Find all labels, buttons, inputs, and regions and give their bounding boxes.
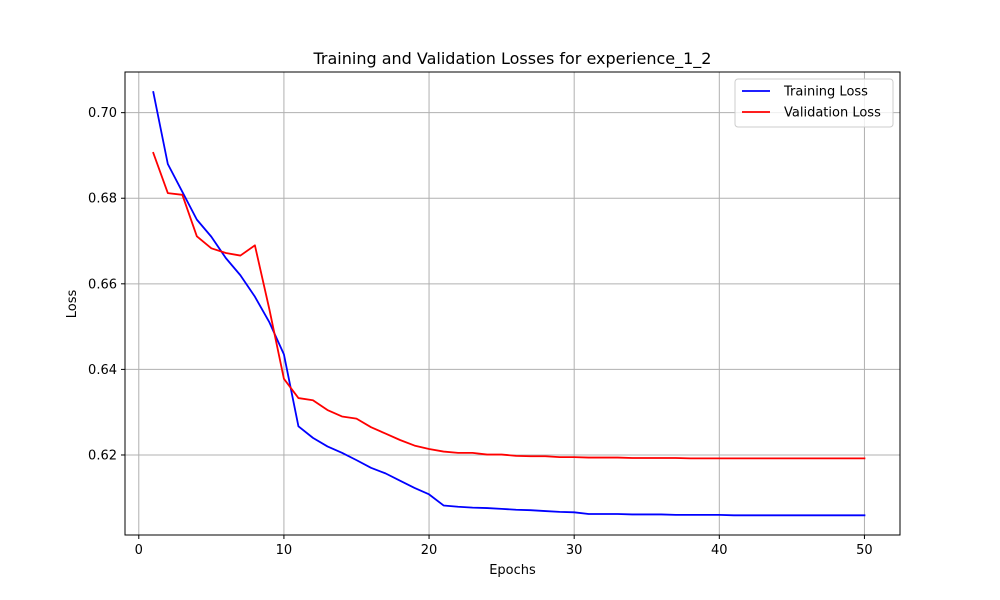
legend-label: Training Loss	[783, 85, 868, 100]
y-tick-label: 0.66	[88, 277, 117, 292]
series-line-training-loss	[152, 91, 866, 517]
y-tick-label: 0.70	[88, 106, 117, 121]
grid	[125, 72, 900, 535]
x-axis-label: Epochs	[489, 563, 536, 578]
chart-title: Training and Validation Losses for exper…	[313, 49, 712, 69]
y-axis-label: Loss	[65, 290, 80, 319]
x-axis: 0 10 20 30 40 50	[135, 535, 873, 558]
y-tick-label: 0.68	[88, 192, 117, 207]
y-tick-label: 0.62	[88, 448, 117, 463]
y-tick-label: 0.64	[88, 363, 117, 378]
plot-frame	[124, 71, 901, 536]
series-line-validation-loss	[152, 151, 866, 460]
legend-label: Validation Loss	[784, 106, 881, 121]
x-tick-label: 40	[711, 543, 728, 558]
series-layer	[152, 91, 866, 517]
x-tick-label: 30	[566, 543, 583, 558]
x-tick-label: 20	[421, 543, 438, 558]
x-tick-label: 10	[276, 543, 293, 558]
legend-box	[734, 78, 894, 128]
y-axis: 0.62 0.64 0.66 0.68 0.70	[88, 106, 125, 463]
legend: Training Loss Validation Loss	[734, 78, 894, 128]
x-tick-label: 0	[135, 543, 143, 558]
x-tick-label: 50	[856, 543, 873, 558]
